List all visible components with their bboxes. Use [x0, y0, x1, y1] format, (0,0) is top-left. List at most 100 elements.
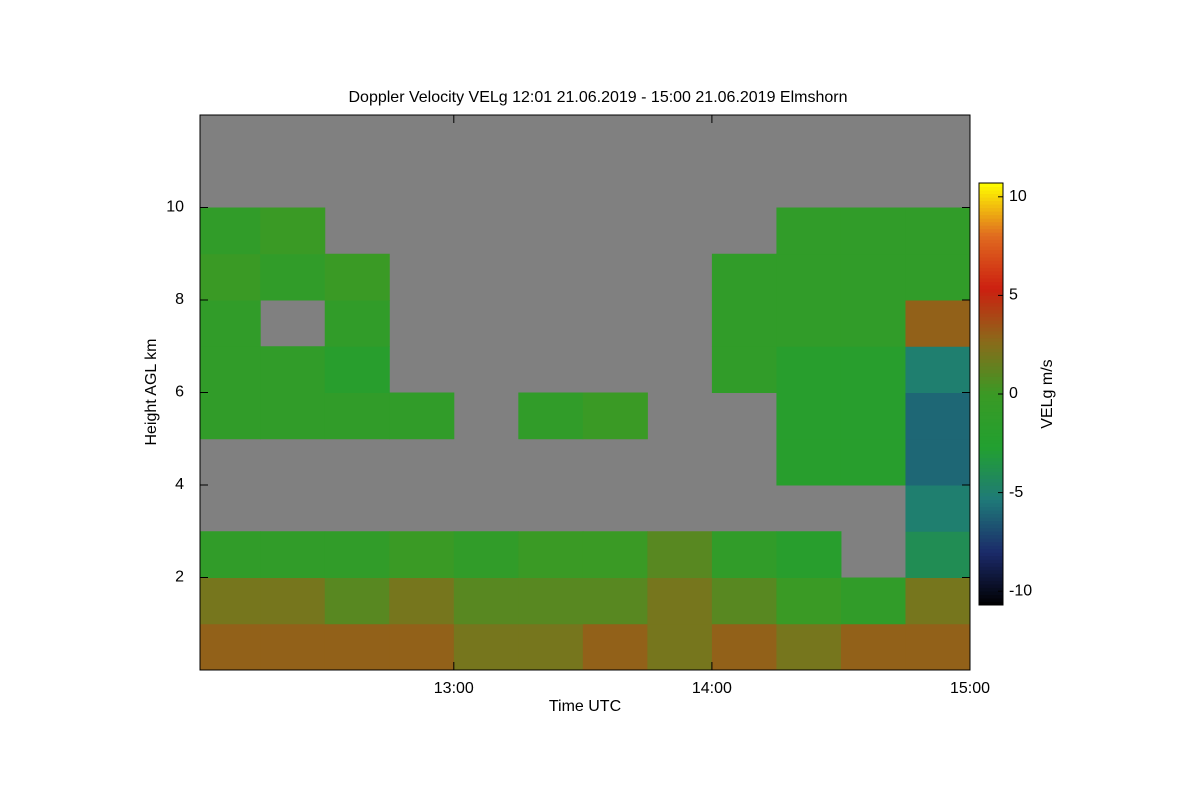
colorbar-segment	[979, 323, 1003, 328]
heatmap-cell	[582, 577, 648, 625]
colorbar-segment	[979, 408, 1003, 413]
heatmap-cell	[905, 577, 971, 625]
colorbar-segment	[979, 292, 1003, 297]
heatmap-cell	[260, 623, 326, 671]
colorbar-segment	[979, 562, 1003, 567]
colorbar-segment	[979, 559, 1003, 564]
heatmap-cell	[200, 392, 261, 440]
colorbar-segment	[979, 249, 1003, 254]
heatmap-cell	[840, 577, 906, 625]
colorbar-segment	[979, 601, 1003, 606]
heatmap-cell	[840, 392, 906, 440]
colorbar-segment	[979, 510, 1003, 515]
heatmap-cell	[711, 623, 777, 671]
colorbar-segment	[979, 372, 1003, 377]
colorbar-segment	[979, 460, 1003, 465]
x-tick-label: 14:00	[692, 680, 732, 697]
colorbar-segment	[979, 576, 1003, 581]
colorbar-segment	[979, 534, 1003, 539]
colorbar-segment	[979, 541, 1003, 546]
colorbar-segment	[979, 499, 1003, 504]
heatmap-cell	[840, 253, 906, 301]
colorbar-segment	[979, 365, 1003, 370]
colorbar-tick-label: 0	[1009, 385, 1018, 402]
colorbar-segment	[979, 313, 1003, 318]
colorbar-segment	[979, 411, 1003, 416]
colorbar-segment	[979, 446, 1003, 451]
y-tick-label: 8	[175, 291, 184, 308]
colorbar-segment	[979, 495, 1003, 500]
x-tick-label: 13:00	[434, 680, 474, 697]
heatmap-cell	[260, 392, 326, 440]
heatmap-cell	[905, 623, 971, 671]
colorbar-segment	[979, 394, 1003, 399]
heatmap-cell	[905, 531, 971, 578]
colorbar-segment	[979, 376, 1003, 381]
colorbar-segment	[979, 583, 1003, 588]
heatmap-cell	[905, 207, 971, 255]
colorbar-segment	[979, 506, 1003, 511]
colorbar-segment	[979, 597, 1003, 602]
colorbar-segment	[979, 200, 1003, 205]
colorbar-segment	[979, 221, 1003, 226]
heatmap-cell	[453, 623, 519, 671]
colorbar-segment	[979, 235, 1003, 240]
colorbar-segment	[979, 485, 1003, 490]
colorbar-segment	[979, 418, 1003, 423]
colorbar-segment	[979, 327, 1003, 332]
colorbar-segment	[979, 344, 1003, 349]
colorbar-segment	[979, 348, 1003, 353]
colorbar-segment	[979, 309, 1003, 314]
colorbar-segment	[979, 302, 1003, 307]
colorbar-segment	[979, 548, 1003, 553]
heatmap-cell	[582, 531, 648, 578]
heatmap-cell	[647, 623, 713, 671]
heatmap-cell	[453, 577, 519, 625]
heatmap-cell	[647, 577, 713, 625]
colorbar-segment	[979, 358, 1003, 363]
colorbar-segment	[979, 594, 1003, 599]
colorbar-segment	[979, 383, 1003, 388]
colorbar-segment	[979, 573, 1003, 578]
colorbar-segment	[979, 306, 1003, 311]
colorbar-segment	[979, 471, 1003, 476]
colorbar-segment	[979, 214, 1003, 219]
colorbar-segment	[979, 334, 1003, 339]
colorbar-segment	[979, 401, 1003, 406]
heatmap-cell	[776, 577, 842, 625]
heatmap-cell	[200, 346, 261, 393]
colorbar-segment	[979, 284, 1003, 289]
heatmap-cell	[840, 346, 906, 393]
colorbar-segment	[979, 362, 1003, 367]
x-tick-label: 15:00	[950, 680, 990, 697]
heatmap-cell	[389, 531, 455, 578]
colorbar-segment	[979, 503, 1003, 508]
colorbar-segment	[979, 436, 1003, 441]
colorbar-segment	[979, 197, 1003, 202]
heatmap-cell	[200, 300, 261, 347]
colorbar-segment	[979, 443, 1003, 448]
heatmap-cell	[711, 346, 777, 393]
heatmap-cell	[840, 438, 906, 486]
heatmap-cell	[905, 438, 971, 486]
colorbar-segment	[979, 524, 1003, 529]
colorbar-segment	[979, 186, 1003, 191]
heatmap-cell	[776, 531, 842, 578]
heatmap-cell	[200, 623, 261, 671]
colorbar-segment	[979, 232, 1003, 237]
heatmap-cell	[582, 392, 648, 440]
colorbar-segment	[979, 270, 1003, 275]
colorbar-segment	[979, 341, 1003, 346]
colorbar-segment	[979, 566, 1003, 571]
heatmap-cell	[200, 207, 261, 255]
heatmap-cell	[776, 300, 842, 347]
y-axis-label: Height AGL km	[143, 338, 160, 445]
colorbar-segment	[979, 457, 1003, 462]
colorbar-segment	[979, 450, 1003, 455]
colorbar-segment	[979, 474, 1003, 479]
colorbar-segment	[979, 246, 1003, 251]
heatmap-cell	[905, 253, 971, 301]
colorbar-segment	[979, 386, 1003, 391]
colorbar-segment	[979, 207, 1003, 212]
heatmap-cell	[200, 253, 261, 301]
